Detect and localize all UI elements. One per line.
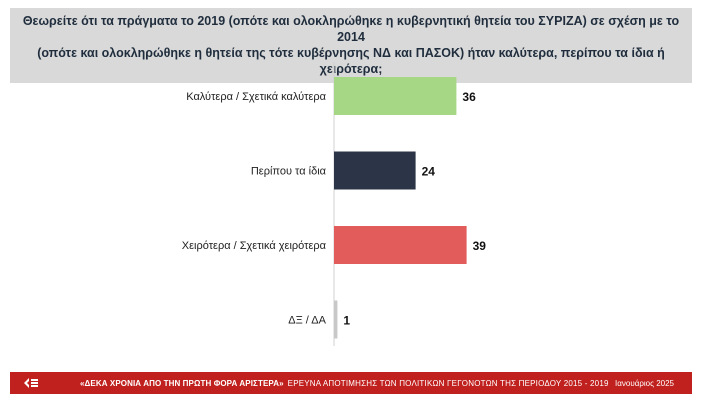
question-line-2: (οπότε και ολοκληρώθηκε η θητεία της τότ… xyxy=(37,46,665,76)
institute-logo-icon xyxy=(22,376,40,390)
category-label: ΔΞ / ΔΑ xyxy=(288,315,326,327)
footer-campaign-title: «ΔΕΚΑ ΧΡΟΝΙΑ ΑΠΟ ΤΗΝ ΠΡΩΤΗ ΦΟΡΑ ΑΡΙΣΤΕΡΑ… xyxy=(80,378,284,388)
bar xyxy=(334,226,467,264)
footer-date: Ιανουάριος 2025 xyxy=(615,378,674,388)
category-label: Χειρότερα / Σχετικά χειρότερα xyxy=(182,240,327,252)
value-label: 1 xyxy=(343,314,350,328)
value-label: 24 xyxy=(422,165,436,179)
value-label: 36 xyxy=(462,90,476,104)
bar xyxy=(334,151,416,190)
footer-bar: «ΔΕΚΑ ΧΡΟΝΙΑ ΑΠΟ ΤΗΝ ΠΡΩΤΗ ΦΟΡΑ ΑΡΙΣΤΕΡΑ… xyxy=(10,372,692,394)
bar xyxy=(334,300,338,339)
footer-subtitle: ΕΡΕΥΝΑ ΑΠΟΤΙΜΗΣΗΣ ΤΩΝ ΠΟΛΙΤΙΚΩΝ ΓΕΓΟΝΟΤΩ… xyxy=(287,378,609,388)
category-label: Περίπου τα ίδια xyxy=(251,166,327,178)
category-label: Καλύτερα / Σχετικά καλύτερα xyxy=(186,91,326,103)
value-label: 39 xyxy=(473,239,487,253)
bar xyxy=(334,77,457,115)
survey-question-banner: Θεωρείτε ότι τα πράγματα το 2019 (οπότε … xyxy=(10,8,692,83)
question-line-1: Θεωρείτε ότι τα πράγματα το 2019 (οπότε … xyxy=(22,14,680,44)
